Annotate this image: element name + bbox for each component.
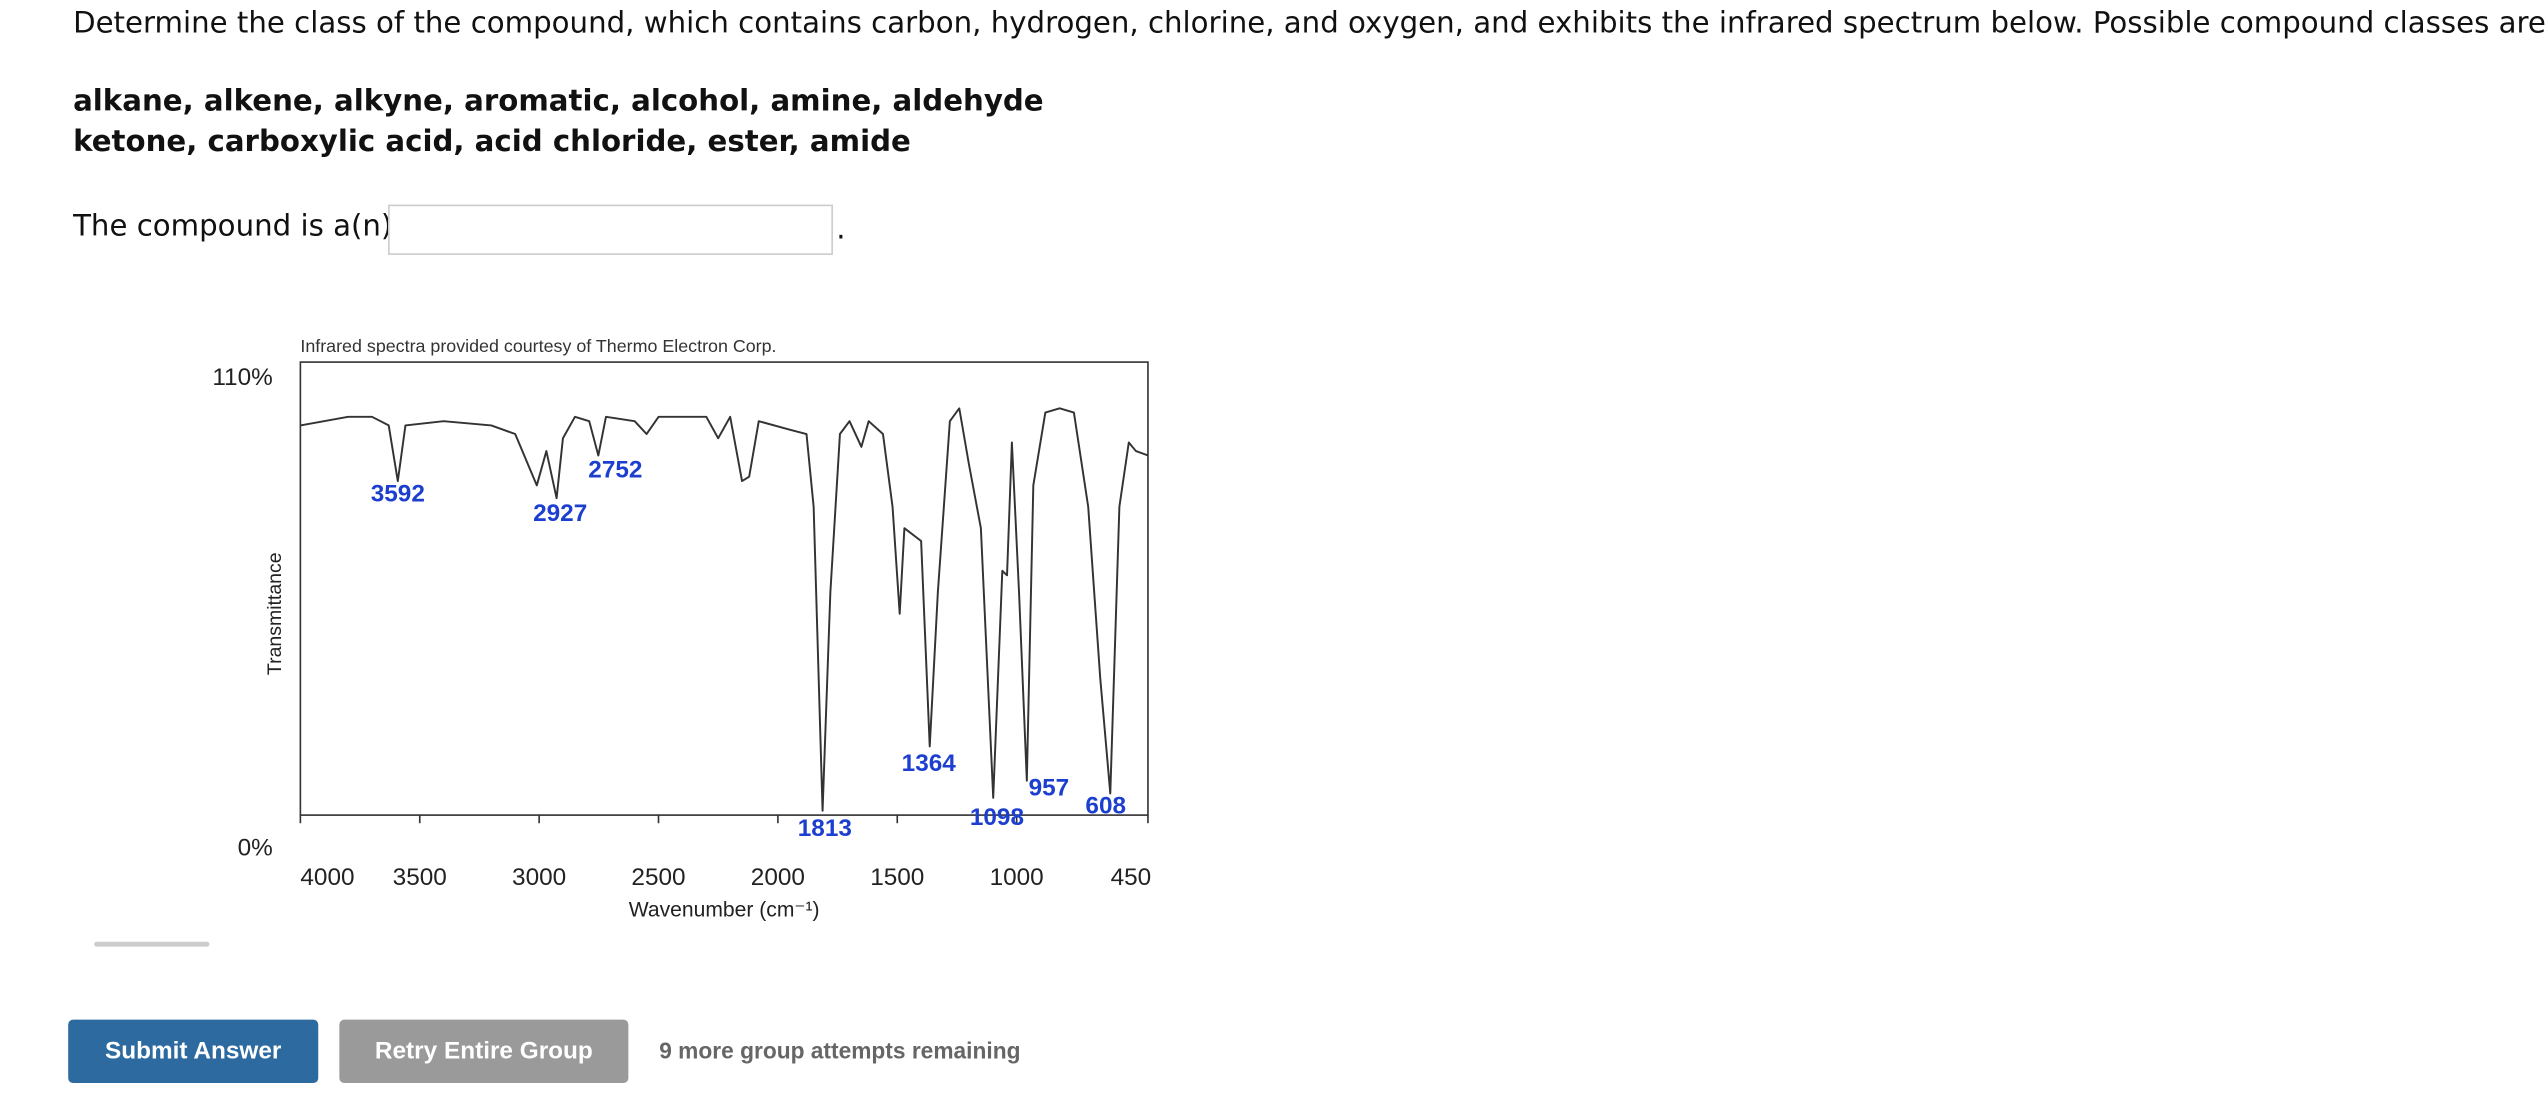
answer-input[interactable] xyxy=(388,204,833,255)
x-tick-label: 2000 xyxy=(751,864,805,891)
class-list: alkane, alkene, alkyne, aromatic, alcoho… xyxy=(73,84,1044,119)
y-axis-label: Transmittance xyxy=(264,552,286,675)
x-tick-label: 3500 xyxy=(393,864,447,891)
x-tick-label: 1000 xyxy=(990,864,1044,891)
plot-frame xyxy=(299,361,1149,816)
y-tick-label: 0% xyxy=(238,835,273,862)
peak-label: 1098 xyxy=(970,804,1024,831)
answer-prompt: The compound is a(n) xyxy=(73,209,393,244)
attempts-remaining: 9 more group attempts remaining xyxy=(659,1037,1021,1064)
class-list: ketone, carboxylic acid, acid chloride, … xyxy=(73,125,911,160)
peak-label: 2927 xyxy=(533,500,587,527)
ir-spectrum: Infrared spectra provided courtesy of Th… xyxy=(212,336,1152,921)
x-tick-label: 2500 xyxy=(631,864,685,891)
x-tick-label: 3000 xyxy=(512,864,566,891)
peak-label: 3592 xyxy=(371,481,425,508)
submit-button[interactable]: Submit Answer xyxy=(68,1019,319,1084)
peak-label: 1813 xyxy=(798,815,852,842)
peak-label: 608 xyxy=(1085,792,1126,819)
x-axis-label: Wavenumber (cm⁻¹) xyxy=(629,898,820,921)
x-tick-label: 4000 xyxy=(300,864,354,891)
peak-label: 957 xyxy=(1029,775,1070,802)
peak-label: 2752 xyxy=(588,456,642,483)
divider xyxy=(94,941,210,947)
x-tick-label: 1500 xyxy=(870,864,924,891)
question: Determine the class of the compound, whi… xyxy=(73,6,2546,41)
y-tick-label: 110% xyxy=(212,364,272,391)
answer-end: . xyxy=(836,212,846,247)
spectrum-line xyxy=(300,407,1149,812)
chart-credit: Infrared spectra provided courtesy of Th… xyxy=(300,336,776,356)
retry-button[interactable]: Retry Entire Group xyxy=(339,1019,629,1084)
x-tick-label: 450 xyxy=(1111,864,1152,891)
peak-label: 1364 xyxy=(902,750,957,777)
